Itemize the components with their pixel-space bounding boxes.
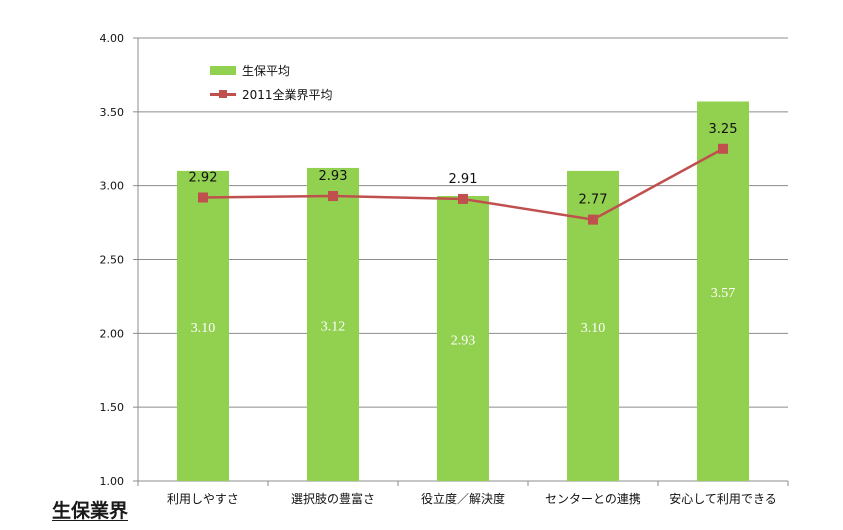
- legend-swatch-line: [210, 89, 236, 99]
- line-point: [328, 191, 338, 202]
- line-value-label: 2.91: [449, 172, 478, 187]
- bar-value-label: 3.57: [711, 286, 736, 301]
- bar-value-label: 2.93: [451, 334, 476, 349]
- x-tick-label: 利用しやすさ: [167, 492, 239, 506]
- line-point: [588, 214, 598, 225]
- y-tick-label: 2.50: [100, 254, 125, 267]
- line-point: [198, 192, 208, 203]
- y-tick-label: 3.00: [100, 180, 125, 193]
- y-tick-label: 4.00: [100, 32, 125, 45]
- corner-label: 生保業界: [52, 500, 129, 522]
- legend-item-bar: 生保平均: [210, 58, 333, 82]
- y-tick-label: 2.00: [100, 327, 125, 340]
- legend: 生保平均 2011全業界平均: [210, 58, 333, 106]
- bar-value-label: 3.10: [581, 321, 606, 336]
- bar-value-label: 3.10: [191, 321, 216, 336]
- line-point: [718, 143, 728, 154]
- bar: [307, 167, 359, 482]
- legend-swatch-bar: [210, 65, 236, 75]
- line-value-label: 2.92: [189, 170, 218, 185]
- y-tick-label: 1.50: [100, 401, 125, 414]
- line-value-label: 3.25: [709, 122, 738, 137]
- x-tick-label: 選択肢の豊富さ: [291, 491, 375, 506]
- x-tick-label: 役立度／解決度: [421, 491, 505, 506]
- line-point: [458, 193, 468, 204]
- y-tick-label: 1.00: [100, 475, 125, 488]
- line-value-label: 2.77: [579, 193, 608, 208]
- y-tick-label: 3.50: [100, 106, 125, 119]
- legend-label-bar: 生保平均: [242, 63, 291, 78]
- legend-item-line: 2011全業界平均: [210, 82, 333, 106]
- x-tick-label: 安心して利用できる: [669, 491, 776, 506]
- bar: [177, 170, 229, 481]
- bar-value-label: 3.12: [321, 319, 346, 334]
- legend-label-line: 2011全業界平均: [242, 87, 333, 102]
- bar: [697, 101, 749, 481]
- x-tick-label: センターとの連携: [545, 491, 641, 506]
- bar: [437, 196, 489, 481]
- line-value-label: 2.93: [319, 169, 348, 184]
